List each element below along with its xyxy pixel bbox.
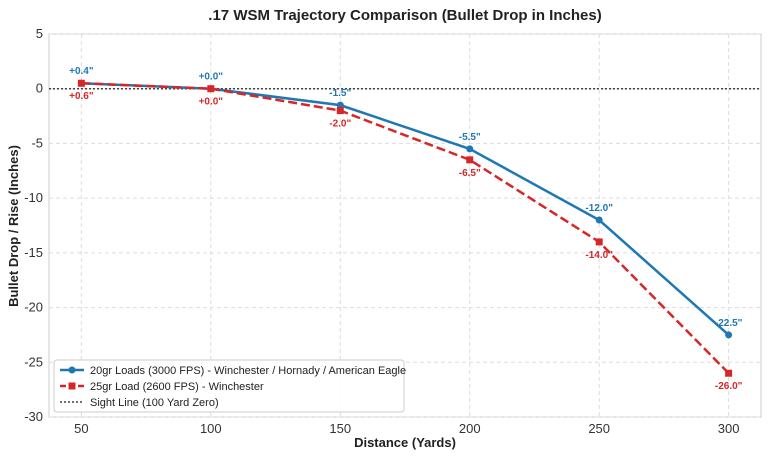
x-axis-label: Distance (Yards) bbox=[354, 435, 456, 450]
data-labels: +0.4" +0.0" -1.5" -5.5" -12.0" -22.5" +0.6" +0.… bbox=[69, 66, 743, 392]
series-2-data-label: -14.0" bbox=[585, 250, 613, 261]
x-axis-ticks: 50 100 150 200 250 300 bbox=[74, 421, 739, 436]
y-tick-label: -5 bbox=[31, 135, 43, 150]
chart-title: .17 WSM Trajectory Comparison (Bullet Dr… bbox=[208, 7, 601, 24]
series-1-data-label: -5.5" bbox=[459, 132, 481, 143]
grid-lines bbox=[49, 33, 761, 418]
series-2-data-label: -26.0" bbox=[715, 381, 743, 392]
series-2-data-label: -6.5" bbox=[459, 168, 481, 179]
legend-swatch-marker bbox=[68, 366, 76, 374]
series-1-data-label: +0.4" bbox=[69, 66, 94, 77]
y-tick-label: -30 bbox=[24, 409, 43, 424]
series-1-marker bbox=[595, 216, 603, 224]
x-tick-label: 300 bbox=[718, 421, 740, 436]
series-1-marker bbox=[336, 101, 344, 109]
x-tick-label: 150 bbox=[329, 421, 351, 436]
legend-entry-label: 25gr Load (2600 FPS) - Winchester bbox=[90, 381, 264, 393]
plot-border bbox=[48, 33, 762, 418]
y-tick-label: -25 bbox=[24, 354, 43, 369]
series-2-marker bbox=[77, 79, 85, 87]
legend-entry-label: 20gr Loads (3000 FPS) - Winchester / Hor… bbox=[90, 365, 406, 377]
series-1-data-label: -22.5" bbox=[715, 318, 743, 329]
legend-box bbox=[53, 359, 405, 413]
series-2-marker bbox=[466, 156, 474, 164]
series-2-data-label: +0.6" bbox=[69, 91, 94, 102]
y-tick-label: -10 bbox=[24, 190, 43, 205]
series-1-marker bbox=[725, 331, 733, 339]
legend: 20gr Loads (3000 FPS) - Winchester / Hor… bbox=[53, 359, 406, 413]
series-1-marker bbox=[466, 145, 474, 153]
y-tick-label: 5 bbox=[36, 26, 43, 41]
series-2-marker bbox=[336, 107, 344, 115]
series-1-data-label: -12.0" bbox=[585, 203, 613, 214]
y-tick-label: 0 bbox=[36, 81, 43, 96]
series-line-2 bbox=[81, 81, 730, 375]
y-tick-label: -20 bbox=[24, 300, 43, 315]
y-axis-ticks: -30 -25 -20 -15 -10 -5 0 5 bbox=[24, 26, 43, 424]
y-axis-label: Bullet Drop / Rise (Inches) bbox=[6, 145, 21, 307]
series-2-marker bbox=[207, 85, 215, 93]
series-2-data-label: -2.0" bbox=[329, 119, 351, 130]
y-tick-label: -15 bbox=[24, 245, 43, 260]
series-2-marker bbox=[595, 238, 603, 246]
series-group bbox=[77, 79, 733, 377]
series-1-data-label: -1.5" bbox=[329, 88, 351, 99]
series-2-data-label: +0.0" bbox=[199, 97, 224, 108]
series-1-data-label: +0.0" bbox=[199, 72, 224, 83]
plot-area bbox=[48, 33, 762, 418]
x-tick-label: 200 bbox=[459, 421, 481, 436]
legend-entry-label: Sight Line (100 Yard Zero) bbox=[90, 397, 219, 409]
x-tick-label: 50 bbox=[74, 421, 88, 436]
x-tick-label: 100 bbox=[200, 421, 222, 436]
legend-swatch-marker bbox=[68, 382, 76, 390]
x-tick-label: 250 bbox=[588, 421, 610, 436]
series-2-marker bbox=[725, 369, 733, 377]
